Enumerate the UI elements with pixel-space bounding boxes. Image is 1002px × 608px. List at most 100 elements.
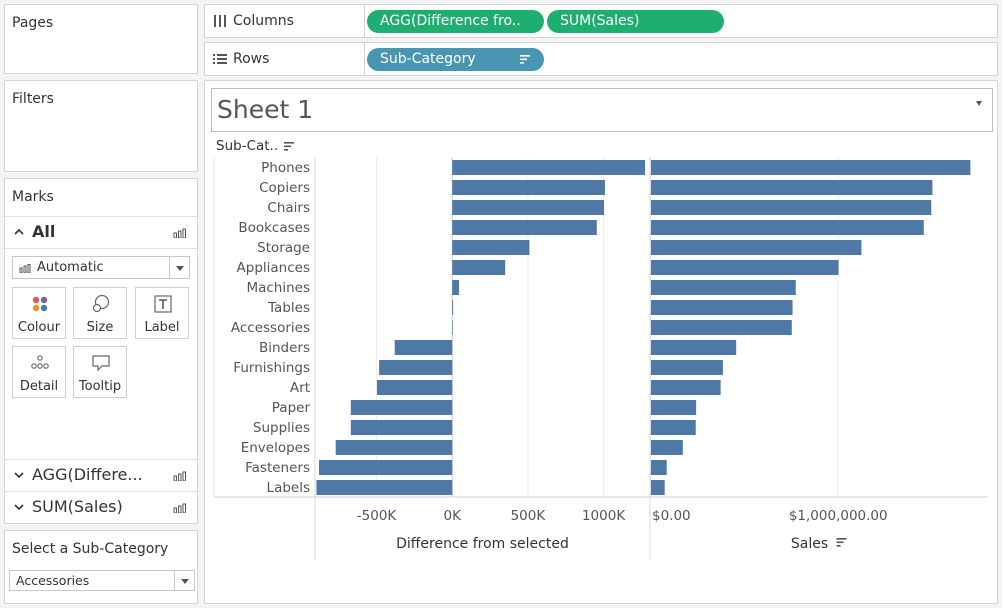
category-label[interactable]: Art — [290, 380, 310, 396]
tooltip-button[interactable]: Tooltip — [73, 346, 127, 398]
bar[interactable] — [452, 260, 506, 275]
colour-label: Colour — [17, 320, 61, 335]
marks-all-row[interactable]: All — [5, 217, 197, 249]
detail-button[interactable]: Detail — [12, 346, 66, 398]
divider — [5, 248, 197, 249]
axis-title[interactable]: Difference from selected — [396, 536, 569, 552]
bar[interactable] — [452, 220, 597, 235]
mark-type-dropdown[interactable]: Automatic — [12, 256, 190, 279]
sheet-title-box[interactable]: Sheet 1 — [211, 88, 993, 132]
bar[interactable] — [651, 480, 665, 495]
bar[interactable] — [651, 160, 971, 175]
marks-all-label: All — [32, 222, 56, 241]
category-label[interactable]: Paper — [272, 400, 311, 416]
category-label[interactable]: Binders — [259, 340, 310, 356]
tick-label: -500K — [357, 508, 398, 524]
row-header-label[interactable]: Sub-Cat.. — [216, 138, 278, 154]
column-pill-sales[interactable]: SUM(Sales) — [547, 10, 724, 33]
bar[interactable] — [350, 420, 453, 435]
chevron-down-icon[interactable] — [14, 470, 24, 480]
bar[interactable] — [651, 360, 723, 375]
category-label[interactable]: Accessories — [231, 320, 310, 336]
category-label[interactable]: Machines — [246, 280, 310, 296]
bar[interactable] — [651, 380, 721, 395]
bar-chart-icon — [19, 264, 31, 273]
bar[interactable] — [651, 220, 924, 235]
columns-label: Columns — [233, 13, 294, 29]
bar[interactable] — [651, 300, 793, 315]
bar[interactable] — [316, 480, 453, 495]
category-label[interactable]: Storage — [257, 240, 310, 256]
label-label: Label — [144, 320, 180, 335]
size-button[interactable]: Size — [73, 287, 127, 339]
bar[interactable] — [452, 300, 454, 315]
axis-title[interactable]: Sales — [791, 536, 828, 552]
bar[interactable] — [452, 320, 453, 335]
bar[interactable] — [452, 200, 605, 215]
marks-measure-row[interactable]: SUM(Sales) — [5, 492, 197, 524]
columns-shelf[interactable]: Columns AGG(Difference fro.. SUM(Sales) — [204, 4, 998, 38]
bar[interactable] — [651, 400, 697, 415]
label-button[interactable]: Label — [135, 287, 189, 339]
row-pill-label: Sub-Category — [380, 51, 476, 67]
sub-category-dropdown[interactable]: Accessories — [9, 570, 195, 591]
bar[interactable] — [379, 360, 453, 375]
column-pill-difference[interactable]: AGG(Difference fro.. — [367, 10, 544, 33]
filters-card[interactable]: Filters — [4, 80, 198, 172]
bar[interactable] — [651, 440, 683, 455]
bar[interactable] — [651, 320, 792, 335]
bar[interactable] — [651, 460, 667, 475]
tooltip-icon — [92, 355, 110, 372]
bar[interactable] — [350, 400, 453, 415]
sort-descending-icon[interactable] — [520, 55, 530, 64]
bar[interactable] — [319, 460, 453, 475]
marks-title: Marks — [12, 189, 54, 205]
pages-card[interactable]: Pages — [4, 4, 198, 74]
category-label[interactable]: Copiers — [259, 180, 310, 196]
sort-descending-icon[interactable] — [836, 538, 847, 547]
marks-measure-label: AGG(Differe... — [32, 465, 143, 484]
bar[interactable] — [651, 260, 839, 275]
colour-button[interactable]: Colour — [12, 287, 66, 339]
sort-descending-icon[interactable] — [284, 142, 294, 151]
dropdown-button[interactable] — [169, 257, 189, 278]
category-label[interactable]: Phones — [261, 160, 310, 176]
bar[interactable] — [394, 340, 453, 355]
bar[interactable] — [376, 380, 453, 395]
bar[interactable] — [452, 280, 460, 295]
chevron-down-icon[interactable] — [976, 101, 982, 106]
category-label[interactable]: Appliances — [237, 260, 310, 276]
bar[interactable] — [651, 200, 932, 215]
bar[interactable] — [452, 180, 605, 195]
tick-label: 1000K — [582, 508, 626, 524]
bar[interactable] — [651, 180, 933, 195]
bar[interactable] — [651, 340, 737, 355]
bar[interactable] — [651, 420, 696, 435]
bar[interactable] — [452, 160, 646, 175]
tooltip-label: Tooltip — [78, 379, 122, 394]
bar-chart[interactable]: Phones Copiers Chairs Bookcases Storage Appli… — [204, 80, 998, 604]
category-label[interactable]: Furnishings — [233, 360, 310, 376]
bar[interactable] — [651, 280, 796, 295]
bar[interactable] — [335, 440, 453, 455]
divider — [5, 459, 197, 460]
dropdown-button[interactable] — [174, 571, 194, 590]
bar-chart-icon — [173, 228, 186, 238]
bar[interactable] — [651, 240, 862, 255]
bar[interactable] — [452, 240, 530, 255]
category-label[interactable]: Labels — [267, 480, 310, 496]
category-label[interactable]: Bookcases — [238, 220, 310, 236]
axes: -500K 0K 500K 1000K Difference from selected… — [213, 157, 988, 560]
row-pill-sub-category[interactable]: Sub-Category — [367, 48, 544, 71]
category-label[interactable]: Tables — [267, 300, 310, 316]
marks-measure-row[interactable]: AGG(Differe... — [5, 460, 197, 492]
chevron-down-icon[interactable] — [14, 502, 24, 512]
sub-category-value: Accessories — [16, 573, 90, 588]
rows-shelf[interactable]: Rows Sub-Category — [204, 42, 998, 76]
category-label[interactable]: Envelopes — [241, 440, 310, 456]
category-label[interactable]: Fasteners — [245, 460, 310, 476]
chevron-up-icon[interactable] — [14, 227, 24, 237]
columns-icon — [214, 15, 226, 27]
category-label[interactable]: Chairs — [267, 200, 310, 216]
category-label[interactable]: Supplies — [253, 420, 310, 436]
